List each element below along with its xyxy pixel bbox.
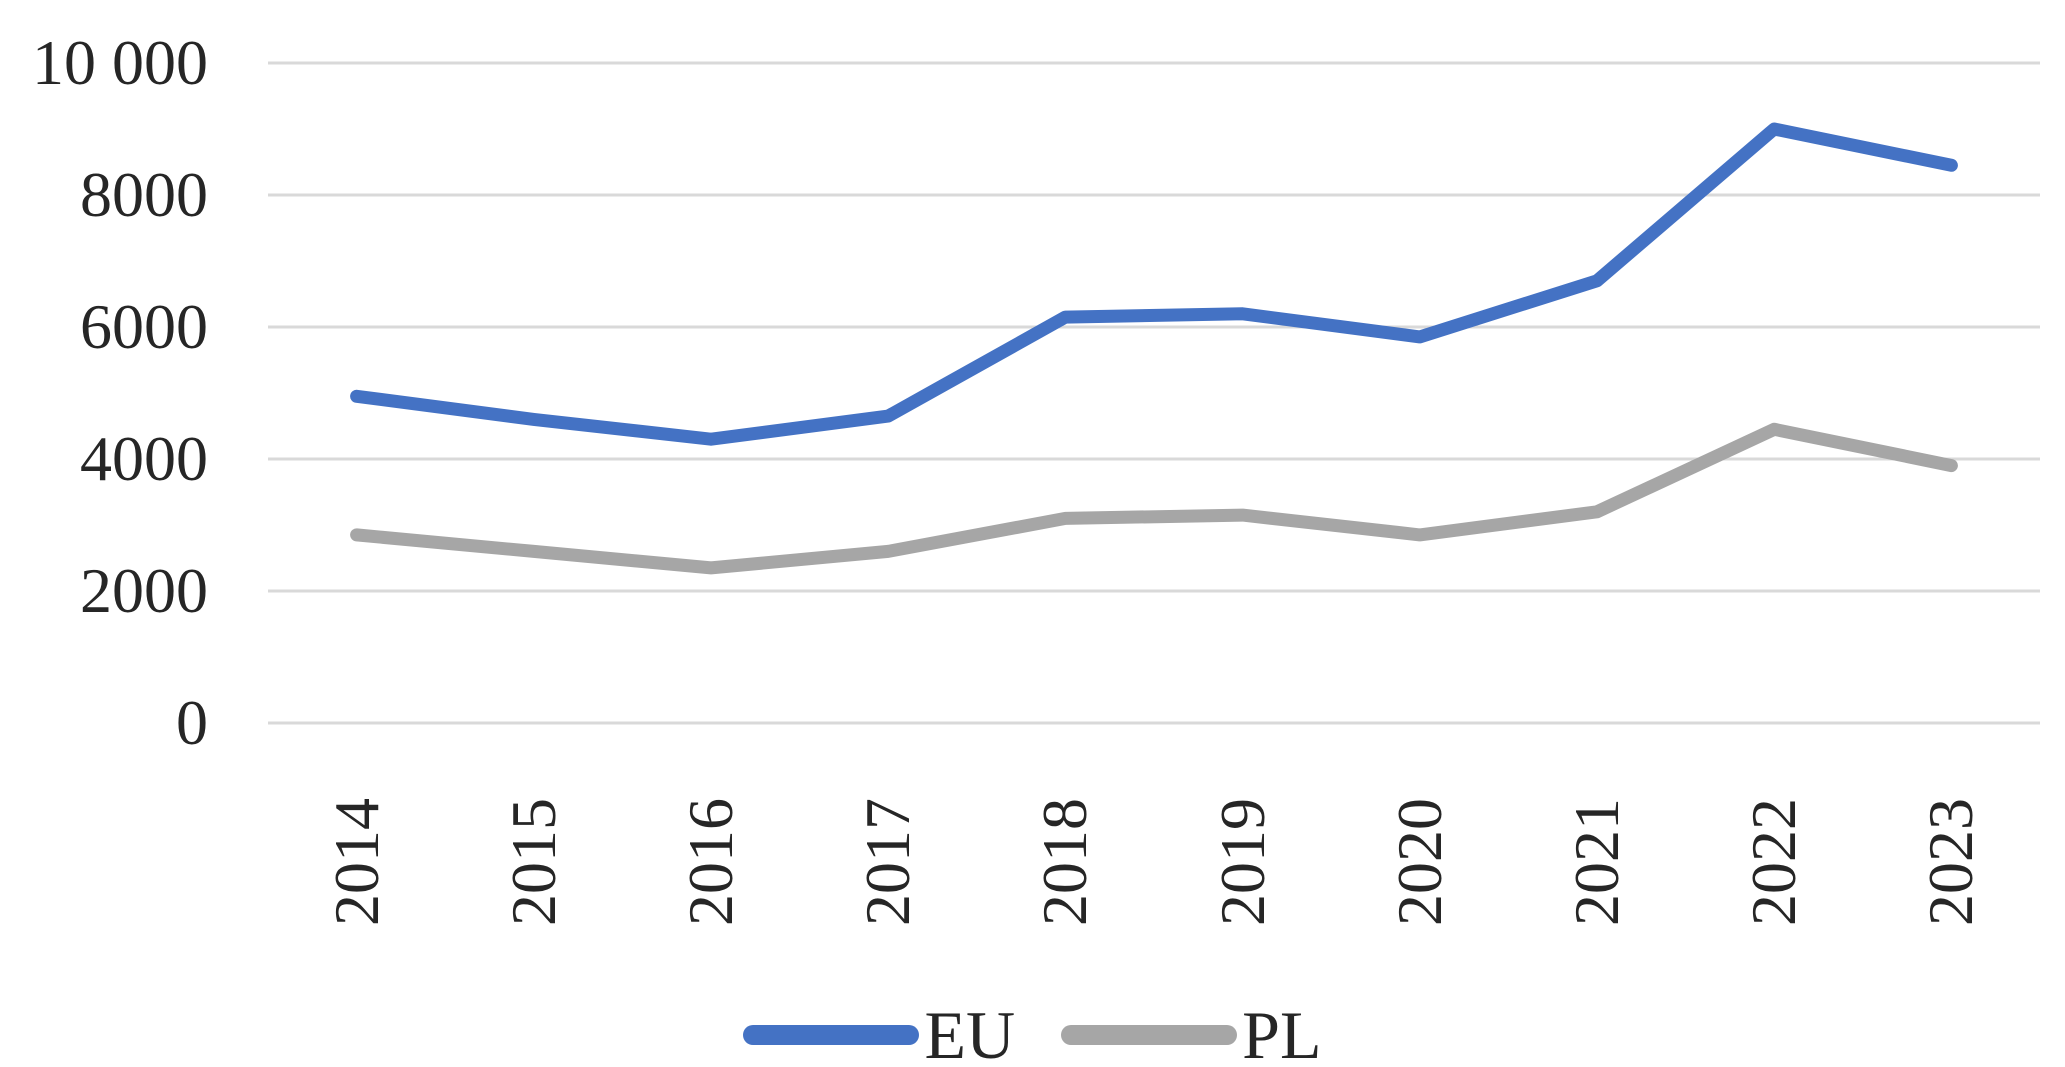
legend-label-eu: EU — [924, 997, 1016, 1067]
x-axis-tick-label: 2022 — [1738, 798, 1810, 926]
x-axis-tick-label: 2015 — [497, 798, 569, 926]
x-axis-tick-label: 2017 — [852, 798, 924, 926]
legend-line-marker-pl — [1061, 1025, 1238, 1045]
x-axis-tick-label: 2014 — [320, 798, 392, 926]
x-axis-tick-label: 2016 — [675, 798, 746, 926]
y-axis-tick-label: 2000 — [80, 555, 208, 626]
y-axis-tick-label: 8000 — [80, 159, 208, 230]
pl-series-line — [350, 422, 1958, 575]
legend-label-pl: PL — [1242, 997, 1322, 1067]
y-axis-tick-label: 4000 — [80, 423, 208, 494]
x-axis-tick-label: 2023 — [1915, 798, 1987, 926]
legend-item-pl: PL — [1061, 997, 1322, 1067]
legend-line-marker-eu — [743, 1025, 920, 1045]
legend-item-eu: EU — [743, 1001, 1015, 1067]
x-axis-tick-label: 2018 — [1029, 798, 1101, 926]
eu-series-line — [350, 122, 1958, 446]
x-axis-tick-label: 2021 — [1561, 798, 1632, 926]
x-axis-tick-label: 2020 — [1383, 798, 1455, 926]
x-axis-tick-label: 2019 — [1206, 798, 1278, 926]
y-axis-tick-label: 6000 — [80, 291, 208, 362]
y-axis-tick-label: 0 — [176, 687, 208, 758]
y-axis-tick-label: 10 000 — [32, 27, 208, 98]
legend: EU PL — [0, 985, 2065, 1067]
